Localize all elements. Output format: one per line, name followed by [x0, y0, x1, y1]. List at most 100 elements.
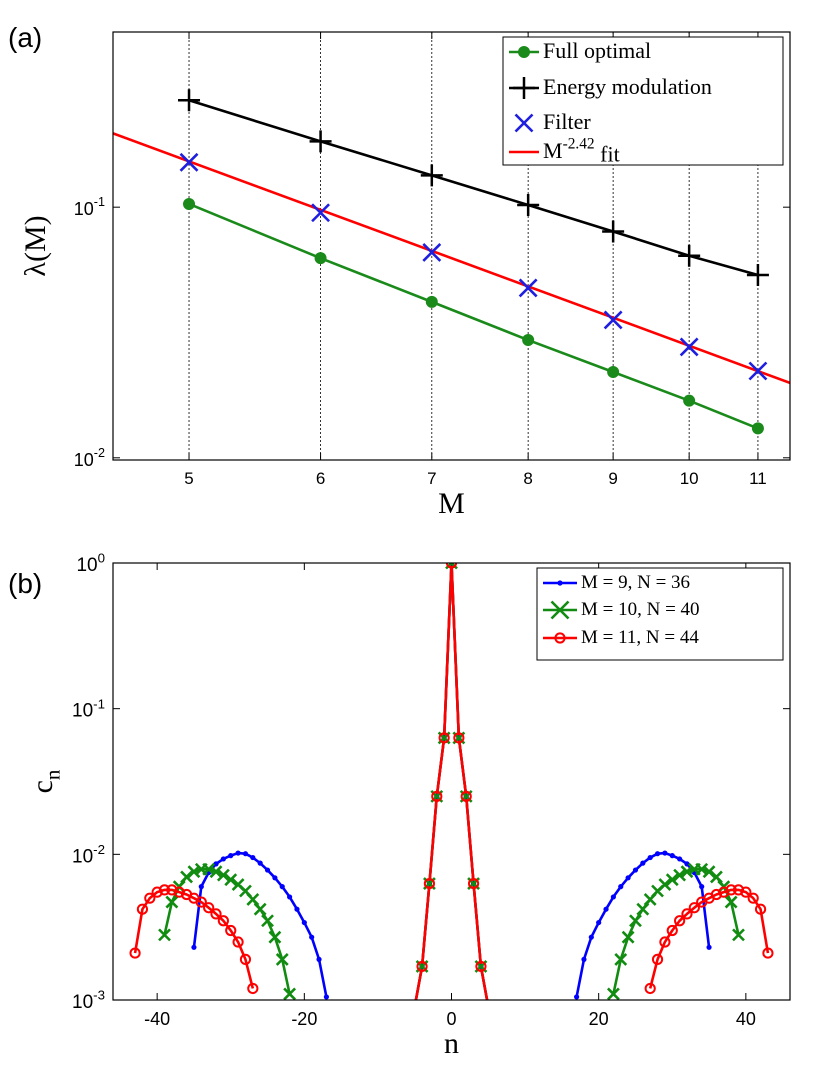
marker	[228, 853, 234, 859]
text-run: Energy modulation	[543, 74, 712, 99]
marker	[264, 867, 271, 873]
x-tick-label: 10	[680, 469, 699, 488]
text-run: M = 11, N = 44	[581, 627, 699, 648]
marker	[144, 892, 156, 904]
marker	[246, 893, 260, 906]
marker	[151, 886, 163, 898]
text-run: 40	[736, 1009, 756, 1029]
text-run: 10	[680, 469, 699, 488]
text-run: 10	[72, 846, 93, 867]
y-tick-label: 10-2​	[74, 446, 105, 469]
text-run: Full optimal	[543, 38, 651, 63]
marker	[702, 865, 716, 879]
marker	[610, 894, 616, 900]
marker	[679, 337, 699, 357]
text-run: c	[26, 780, 59, 793]
marker	[647, 854, 653, 861]
marker	[659, 936, 671, 948]
x-tick-label: -40	[144, 1009, 170, 1029]
marker	[279, 884, 285, 890]
marker	[607, 365, 620, 378]
marker	[614, 952, 628, 966]
y-axis-title: λ(M)	[19, 215, 52, 276]
marker	[684, 861, 690, 867]
marker	[180, 870, 194, 884]
text-run: 8	[523, 469, 532, 488]
text-run: fit	[595, 142, 620, 167]
marker	[621, 930, 635, 944]
marker	[724, 895, 738, 909]
marker	[554, 632, 566, 644]
marker	[754, 903, 767, 915]
marker	[287, 894, 293, 900]
legend: M = 9, N = 36 M = 10, N = 40 M = 11, N = 4…	[536, 567, 784, 661]
marker	[191, 944, 197, 950]
text-run: M	[543, 138, 563, 163]
marker	[632, 867, 639, 873]
marker	[316, 956, 322, 962]
marker	[247, 982, 259, 995]
text-run: 0	[446, 1009, 456, 1029]
marker	[301, 919, 307, 926]
legend-label: M = 11, N = 44	[581, 627, 699, 648]
marker	[573, 994, 580, 1000]
script-text: -2	[94, 446, 105, 460]
text-run: 10	[76, 555, 97, 576]
text-run: 6	[316, 469, 325, 488]
x-tick-label: 20	[589, 1009, 609, 1029]
marker	[253, 902, 267, 916]
marker	[423, 877, 436, 890]
marker	[202, 862, 216, 876]
marker	[239, 953, 252, 965]
text-run: M	[438, 487, 465, 520]
marker	[217, 915, 229, 927]
text-run: 10	[74, 450, 94, 470]
marker	[751, 422, 764, 435]
marker	[665, 873, 679, 887]
y-tick-label: 10-1​	[72, 696, 105, 722]
script-text: -2	[93, 842, 105, 857]
x-tick-label: 6	[316, 469, 325, 488]
marker	[732, 884, 745, 896]
marker	[129, 947, 141, 959]
legend-label: Energy modulation	[543, 74, 712, 99]
marker	[662, 850, 668, 856]
marker	[242, 851, 249, 857]
marker	[746, 264, 769, 287]
legend-label: Full optimal	[543, 38, 651, 63]
marker	[309, 934, 315, 940]
marker	[603, 906, 609, 912]
script-text: n	[40, 769, 64, 780]
marker	[674, 915, 686, 927]
legend-label: M = 9, N = 36	[581, 572, 690, 593]
marker	[198, 884, 204, 890]
marker	[581, 956, 587, 962]
marker	[158, 928, 171, 942]
x-tick-label: 9	[608, 469, 617, 488]
text-run: 9	[608, 469, 617, 488]
marker	[625, 875, 631, 881]
text-run: (a)	[8, 22, 42, 53]
marker	[210, 908, 222, 920]
marker	[314, 252, 327, 265]
marker	[475, 960, 487, 973]
x-tick-label: -20	[291, 1009, 317, 1029]
marker	[235, 850, 241, 856]
marker	[673, 868, 687, 882]
marker	[323, 994, 330, 1000]
marker	[225, 924, 237, 937]
marker	[651, 953, 664, 965]
marker	[640, 860, 646, 866]
marker	[187, 865, 201, 879]
marker	[195, 896, 207, 908]
marker	[416, 960, 428, 973]
marker	[216, 868, 230, 882]
text-run: M = 9, N = 36	[581, 572, 690, 593]
text-run: 10	[72, 701, 93, 722]
marker	[669, 853, 675, 859]
y-tick-label: 10-1​	[74, 196, 105, 219]
text-run: (b)	[8, 568, 42, 599]
